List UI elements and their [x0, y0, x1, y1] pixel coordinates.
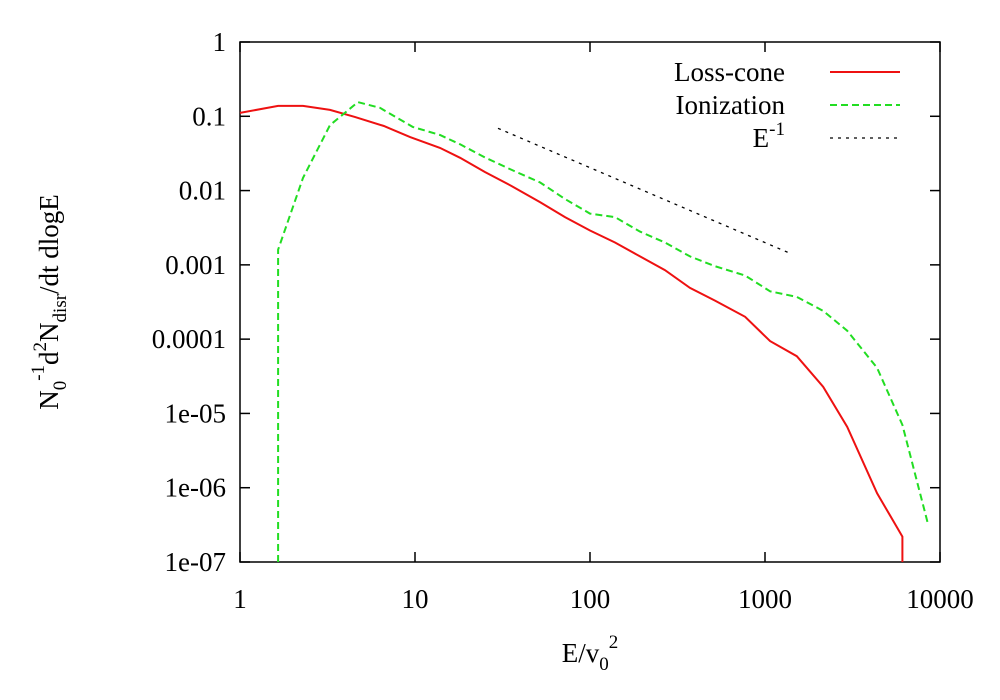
x-label-part: 2: [609, 632, 619, 653]
y-label-part: N: [34, 322, 64, 342]
x-label-part: E/v: [562, 638, 600, 668]
x-axis-label: E/v02: [562, 632, 619, 675]
y-tick-label: 1e-06: [165, 473, 226, 503]
x-tick-label: 10000: [906, 584, 974, 614]
series-line: [497, 127, 791, 254]
y-label-part: d: [34, 351, 64, 365]
series-line: [239, 104, 904, 562]
legend-label: E-1: [753, 119, 785, 153]
x-label-part: 0: [599, 654, 609, 675]
x-tick-label: 1000: [738, 584, 792, 614]
y-label-part: 0: [50, 381, 71, 391]
plot-frame: [239, 41, 941, 563]
y-tick-label: 0.01: [179, 176, 226, 206]
x-tick-label: 10: [402, 584, 429, 614]
x-tick-label: 100: [570, 584, 611, 614]
y-tick-label: 0.0001: [152, 324, 226, 354]
y-label-part: -1: [28, 365, 49, 381]
y-tick-label: 0.1: [192, 101, 226, 131]
legend-label: Ionization: [676, 90, 786, 120]
legend-label-text: E: [753, 123, 770, 153]
series-line: [277, 101, 929, 562]
y-label-part: N: [34, 390, 64, 410]
y-tick-label: 1: [213, 27, 227, 57]
y-label-part: /dt dlogE: [34, 194, 64, 294]
legend-label: Loss-cone: [674, 57, 785, 87]
legend-label-superscript: -1: [769, 119, 785, 140]
legend-label-text: Loss-cone: [674, 57, 785, 87]
y-label-part: 2: [30, 342, 51, 352]
legend-label-text: Ionization: [676, 90, 786, 120]
x-tick-label: 1: [233, 584, 247, 614]
y-tick-label: 1e-05: [165, 398, 226, 428]
y-label-part: disr: [50, 293, 71, 322]
y-tick-label: 0.001: [165, 250, 226, 280]
y-axis-label: N0-1d2Ndisr/dt dlogE: [28, 194, 71, 410]
y-tick-label: 1e-07: [165, 547, 226, 577]
